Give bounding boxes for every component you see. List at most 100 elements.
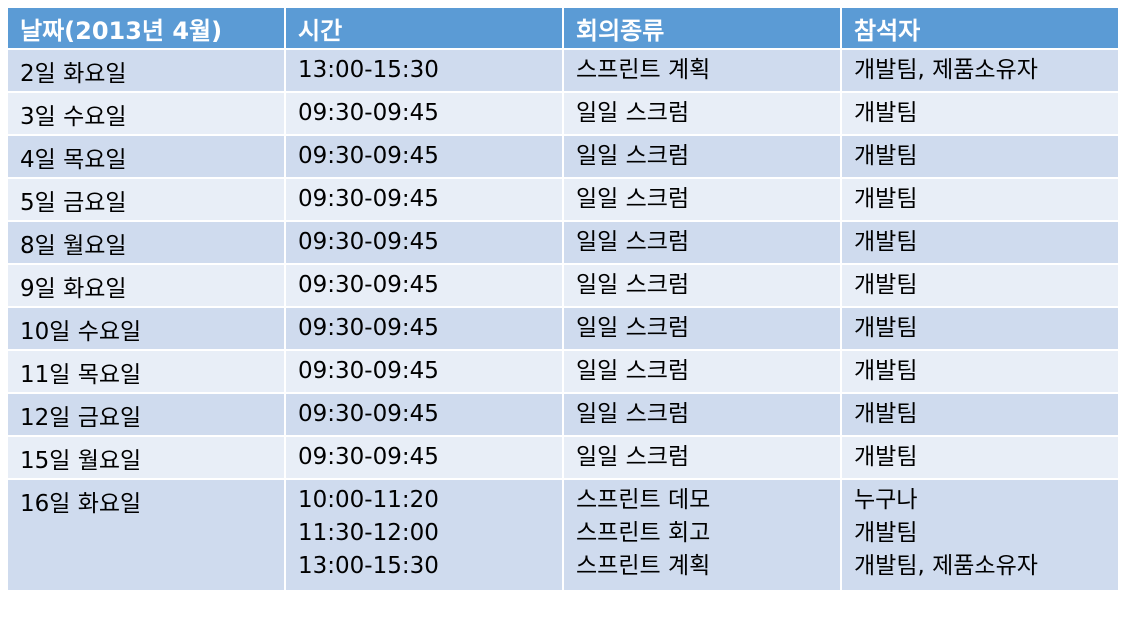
cell-time: 09:30-09:45 (284, 263, 564, 308)
attendee-entry: 개발팀 (854, 272, 918, 298)
table-row: 9일 화요일 09:30-09:45 일일 스크럼 개발팀 (6, 263, 1120, 308)
time-entry: 13:00-15:30 (298, 553, 439, 579)
time-entry: 09:30-09:45 (298, 229, 439, 255)
table-row: 12일 금요일 09:30-09:45 일일 스크럼 개발팀 (6, 392, 1120, 437)
attendee-entry: 개발팀 (854, 143, 918, 169)
cell-attendees: 개발팀 (840, 263, 1120, 308)
time-entry: 09:30-09:45 (298, 272, 439, 298)
attendee-entry: 개발팀 (854, 444, 918, 470)
meeting-schedule-table: 날짜(2013년 4월) 시간 회의종류 참석자 2일 화요일 13:00-15:… (6, 6, 1120, 592)
cell-meeting-type: 일일 스크럼 (562, 306, 842, 351)
cell-meeting-type: 일일 스크럼 (562, 349, 842, 394)
header-meeting-type: 회의종류 (562, 6, 842, 50)
meeting-type-entry: 일일 스크럼 (576, 444, 690, 470)
meeting-type-entry: 스프린트 계획 (576, 553, 711, 579)
cell-attendees: 개발팀 (840, 392, 1120, 437)
header-date: 날짜(2013년 4월) (6, 6, 286, 50)
cell-time: 09:30-09:45 (284, 220, 564, 265)
table-row: 16일 화요일 10:00-11:20 11:30-12:00 13:00-15:30… (6, 478, 1120, 592)
cell-attendees: 개발팀 (840, 134, 1120, 179)
cell-meeting-type: 일일 스크럼 (562, 91, 842, 136)
attendee-entry: 개발팀 (854, 186, 918, 212)
cell-time: 09:30-09:45 (284, 306, 564, 351)
meeting-type-entry: 스프린트 계획 (576, 57, 711, 83)
cell-time: 09:30-09:45 (284, 91, 564, 136)
cell-date: 9일 화요일 (6, 263, 286, 308)
cell-time: 09:30-09:45 (284, 177, 564, 222)
time-entry: 09:30-09:45 (298, 100, 439, 126)
table-row: 2일 화요일 13:00-15:30 스프린트 계획 개발팀, 제품소유자 (6, 48, 1120, 93)
header-attendees: 참석자 (840, 6, 1120, 50)
table-row: 4일 목요일 09:30-09:45 일일 스크럼 개발팀 (6, 134, 1120, 179)
attendee-entry: 개발팀 (854, 358, 918, 384)
attendee-entry: 개발팀 (854, 520, 918, 546)
attendee-entry: 개발팀 (854, 401, 918, 427)
cell-date: 3일 수요일 (6, 91, 286, 136)
cell-date: 11일 목요일 (6, 349, 286, 394)
cell-date: 8일 월요일 (6, 220, 286, 265)
meeting-type-entry: 일일 스크럼 (576, 315, 690, 341)
time-entry: 09:30-09:45 (298, 315, 439, 341)
cell-time: 09:30-09:45 (284, 435, 564, 480)
attendee-entry: 개발팀, 제품소유자 (854, 553, 1038, 579)
time-entry: 09:30-09:45 (298, 186, 439, 212)
time-entry: 09:30-09:45 (298, 401, 439, 427)
attendee-entry: 개발팀 (854, 229, 918, 255)
cell-attendees: 개발팀 (840, 306, 1120, 351)
table-body: 2일 화요일 13:00-15:30 스프린트 계획 개발팀, 제품소유자 3일 수요일… (6, 48, 1120, 592)
attendee-entry: 개발팀, 제품소유자 (854, 57, 1038, 83)
cell-date: 15일 월요일 (6, 435, 286, 480)
cell-attendees: 개발팀 (840, 435, 1120, 480)
time-entry: 09:30-09:45 (298, 358, 439, 384)
header-row: 날짜(2013년 4월) 시간 회의종류 참석자 (6, 6, 1120, 50)
cell-meeting-type: 일일 스크럼 (562, 263, 842, 308)
cell-attendees: 개발팀 (840, 220, 1120, 265)
cell-date: 12일 금요일 (6, 392, 286, 437)
cell-time: 09:30-09:45 (284, 134, 564, 179)
cell-time: 09:30-09:45 (284, 349, 564, 394)
time-entry: 09:30-09:45 (298, 143, 439, 169)
table-row: 11일 목요일 09:30-09:45 일일 스크럼 개발팀 (6, 349, 1120, 394)
attendee-entry: 누구나 (854, 487, 918, 513)
table-row: 3일 수요일 09:30-09:45 일일 스크럼 개발팀 (6, 91, 1120, 136)
meeting-type-entry: 스프린트 데모 (576, 487, 711, 513)
cell-meeting-type: 일일 스크럼 (562, 435, 842, 480)
table-row: 10일 수요일 09:30-09:45 일일 스크럼 개발팀 (6, 306, 1120, 351)
time-entry: 09:30-09:45 (298, 444, 439, 470)
meeting-type-entry: 일일 스크럼 (576, 229, 690, 255)
meeting-type-entry: 일일 스크럼 (576, 358, 690, 384)
meeting-type-entry: 일일 스크럼 (576, 186, 690, 212)
cell-meeting-type: 일일 스크럼 (562, 220, 842, 265)
cell-date: 10일 수요일 (6, 306, 286, 351)
cell-attendees: 개발팀 (840, 91, 1120, 136)
cell-attendees: 개발팀, 제품소유자 (840, 48, 1120, 93)
cell-attendees: 개발팀 (840, 177, 1120, 222)
time-entry: 10:00-11:20 (298, 487, 439, 513)
cell-time: 10:00-11:20 11:30-12:00 13:00-15:30 (284, 478, 564, 592)
meeting-type-entry: 스프린트 회고 (576, 520, 711, 546)
meeting-type-entry: 일일 스크럼 (576, 100, 690, 126)
attendee-entry: 개발팀 (854, 100, 918, 126)
cell-date: 5일 금요일 (6, 177, 286, 222)
cell-meeting-type: 일일 스크럼 (562, 392, 842, 437)
time-entry: 11:30-12:00 (298, 520, 439, 546)
cell-meeting-type: 스프린트 계획 (562, 48, 842, 93)
cell-date: 2일 화요일 (6, 48, 286, 93)
cell-date: 4일 목요일 (6, 134, 286, 179)
meeting-type-entry: 일일 스크럼 (576, 272, 690, 298)
meeting-type-entry: 일일 스크럼 (576, 401, 690, 427)
cell-meeting-type: 일일 스크럼 (562, 134, 842, 179)
attendee-entry: 개발팀 (854, 315, 918, 341)
cell-meeting-type: 일일 스크럼 (562, 177, 842, 222)
table-row: 8일 월요일 09:30-09:45 일일 스크럼 개발팀 (6, 220, 1120, 265)
header-time: 시간 (284, 6, 564, 50)
cell-date: 16일 화요일 (6, 478, 286, 592)
cell-time: 13:00-15:30 (284, 48, 564, 93)
cell-attendees: 개발팀 (840, 349, 1120, 394)
table-row: 5일 금요일 09:30-09:45 일일 스크럼 개발팀 (6, 177, 1120, 222)
table-row: 15일 월요일 09:30-09:45 일일 스크럼 개발팀 (6, 435, 1120, 480)
cell-time: 09:30-09:45 (284, 392, 564, 437)
meeting-type-entry: 일일 스크럼 (576, 143, 690, 169)
